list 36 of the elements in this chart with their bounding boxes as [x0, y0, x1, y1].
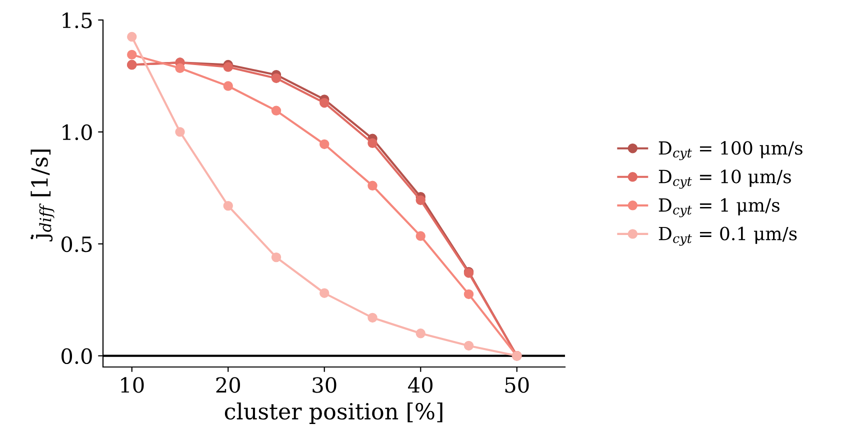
point: [464, 289, 474, 300]
legend-label: D$_{cyt}$ = 0.1 μm/s: [658, 226, 797, 246]
legend-label: D$_{cyt}$ = 10 μm/s: [658, 170, 791, 189]
point: [271, 252, 282, 262]
point: [368, 138, 378, 148]
point: [320, 288, 330, 298]
point: [320, 139, 330, 150]
point: [320, 98, 330, 108]
y-axis-title: j̇$_{diff}$ [1/s]: [30, 150, 54, 242]
y-tick-label: 0.5: [62, 236, 92, 252]
point: [271, 73, 282, 84]
point: [271, 106, 282, 116]
point: [464, 340, 474, 351]
x-tick-label: 50: [505, 377, 529, 393]
x-tick-label: 30: [312, 377, 336, 393]
x-tick-label: 10: [121, 377, 144, 393]
x-axis-title: cluster position [%]: [224, 402, 442, 424]
y-tick-label: 1.0: [62, 124, 92, 140]
x-tick-label: 20: [216, 377, 240, 393]
y-tick-label: 0.0: [62, 348, 92, 364]
point: [127, 32, 137, 42]
point: [175, 127, 185, 137]
point: [416, 328, 426, 338]
legend-label: D$_{cyt}$ = 100 μm/s: [658, 141, 802, 160]
point: [416, 231, 426, 241]
point: [368, 180, 378, 191]
point: [127, 50, 137, 60]
point: [416, 195, 426, 206]
x-tick-label: 40: [408, 377, 432, 393]
y-tick-label: 1.5: [62, 12, 92, 28]
legend-label: D$_{cyt}$ = 1 μm/s: [658, 198, 780, 218]
point: [175, 63, 185, 73]
point: [223, 81, 233, 91]
point: [223, 200, 233, 211]
point: [223, 62, 233, 72]
point: [368, 312, 378, 323]
